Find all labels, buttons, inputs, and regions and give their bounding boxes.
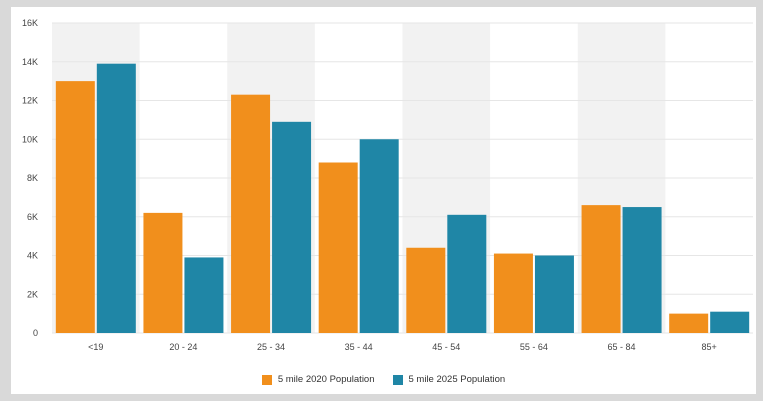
y-tick-label: 8K <box>27 173 38 183</box>
bar-series-2[interactable] <box>96 63 136 333</box>
y-tick-label: 14K <box>22 57 38 67</box>
y-tick-label: 10K <box>22 134 38 144</box>
bar-series-1[interactable] <box>143 212 183 333</box>
x-tick-label: 35 - 44 <box>345 342 373 352</box>
legend-item-series-1[interactable]: 5 mile 2020 Population <box>261 374 375 385</box>
bar-series-1[interactable] <box>231 94 271 333</box>
legend: 5 mile 2020 Population 5 mile 2025 Popul… <box>11 374 756 385</box>
bar-series-2[interactable] <box>272 121 312 333</box>
bar-series-1[interactable] <box>55 81 95 333</box>
bar-series-1[interactable] <box>406 247 446 333</box>
x-tick-label: 45 - 54 <box>432 342 460 352</box>
x-tick-label: 25 - 34 <box>257 342 285 352</box>
legend-item-series-2[interactable]: 5 mile 2025 Population <box>392 374 506 385</box>
x-tick-label: 55 - 64 <box>520 342 548 352</box>
bar-series-2[interactable] <box>447 214 487 333</box>
bars <box>55 63 750 334</box>
bar-series-1[interactable] <box>318 162 358 334</box>
legend-label-series-2: 5 mile 2025 Population <box>408 374 506 385</box>
legend-swatch-series-1 <box>261 374 272 385</box>
legend-label-series-1: 5 mile 2020 Population <box>277 374 375 385</box>
x-axis-ticks: <19 20 - 24 25 - 34 35 - 44 45 - 54 55 - 64 65… <box>88 342 717 352</box>
y-tick-label: 16K <box>22 18 38 28</box>
x-tick-label: 65 - 84 <box>608 342 636 352</box>
bar-series-2[interactable] <box>622 207 662 333</box>
x-tick-label: <19 <box>88 342 103 352</box>
legend-swatch-series-2 <box>392 374 403 385</box>
y-tick-label: 4K <box>27 251 38 261</box>
y-axis-ticks: 0 2K 4K 6K 8K 10K 12K 14K 16K <box>22 18 38 338</box>
chart-frame: 0 2K 4K 6K 8K 10K 12K 14K 16K <19 20 - 24 25 - 34 3… <box>11 7 756 394</box>
y-tick-label: 6K <box>27 212 38 222</box>
y-tick-label: 0 <box>33 328 38 338</box>
bar-series-2[interactable] <box>710 311 750 333</box>
bar-series-1[interactable] <box>581 205 621 333</box>
y-tick-label: 2K <box>27 289 38 299</box>
bar-series-2[interactable] <box>534 255 574 334</box>
bar-chart: 0 2K 4K 6K 8K 10K 12K 14K 16K <19 20 - 24 25 - 34 3… <box>22 18 753 352</box>
bar-series-2[interactable] <box>184 257 224 333</box>
bar-series-2[interactable] <box>359 139 399 333</box>
x-tick-label: 85+ <box>702 342 717 352</box>
y-tick-label: 12K <box>22 96 38 106</box>
bar-series-1[interactable] <box>669 313 709 333</box>
bar-series-1[interactable] <box>493 253 533 333</box>
x-tick-label: 20 - 24 <box>169 342 197 352</box>
